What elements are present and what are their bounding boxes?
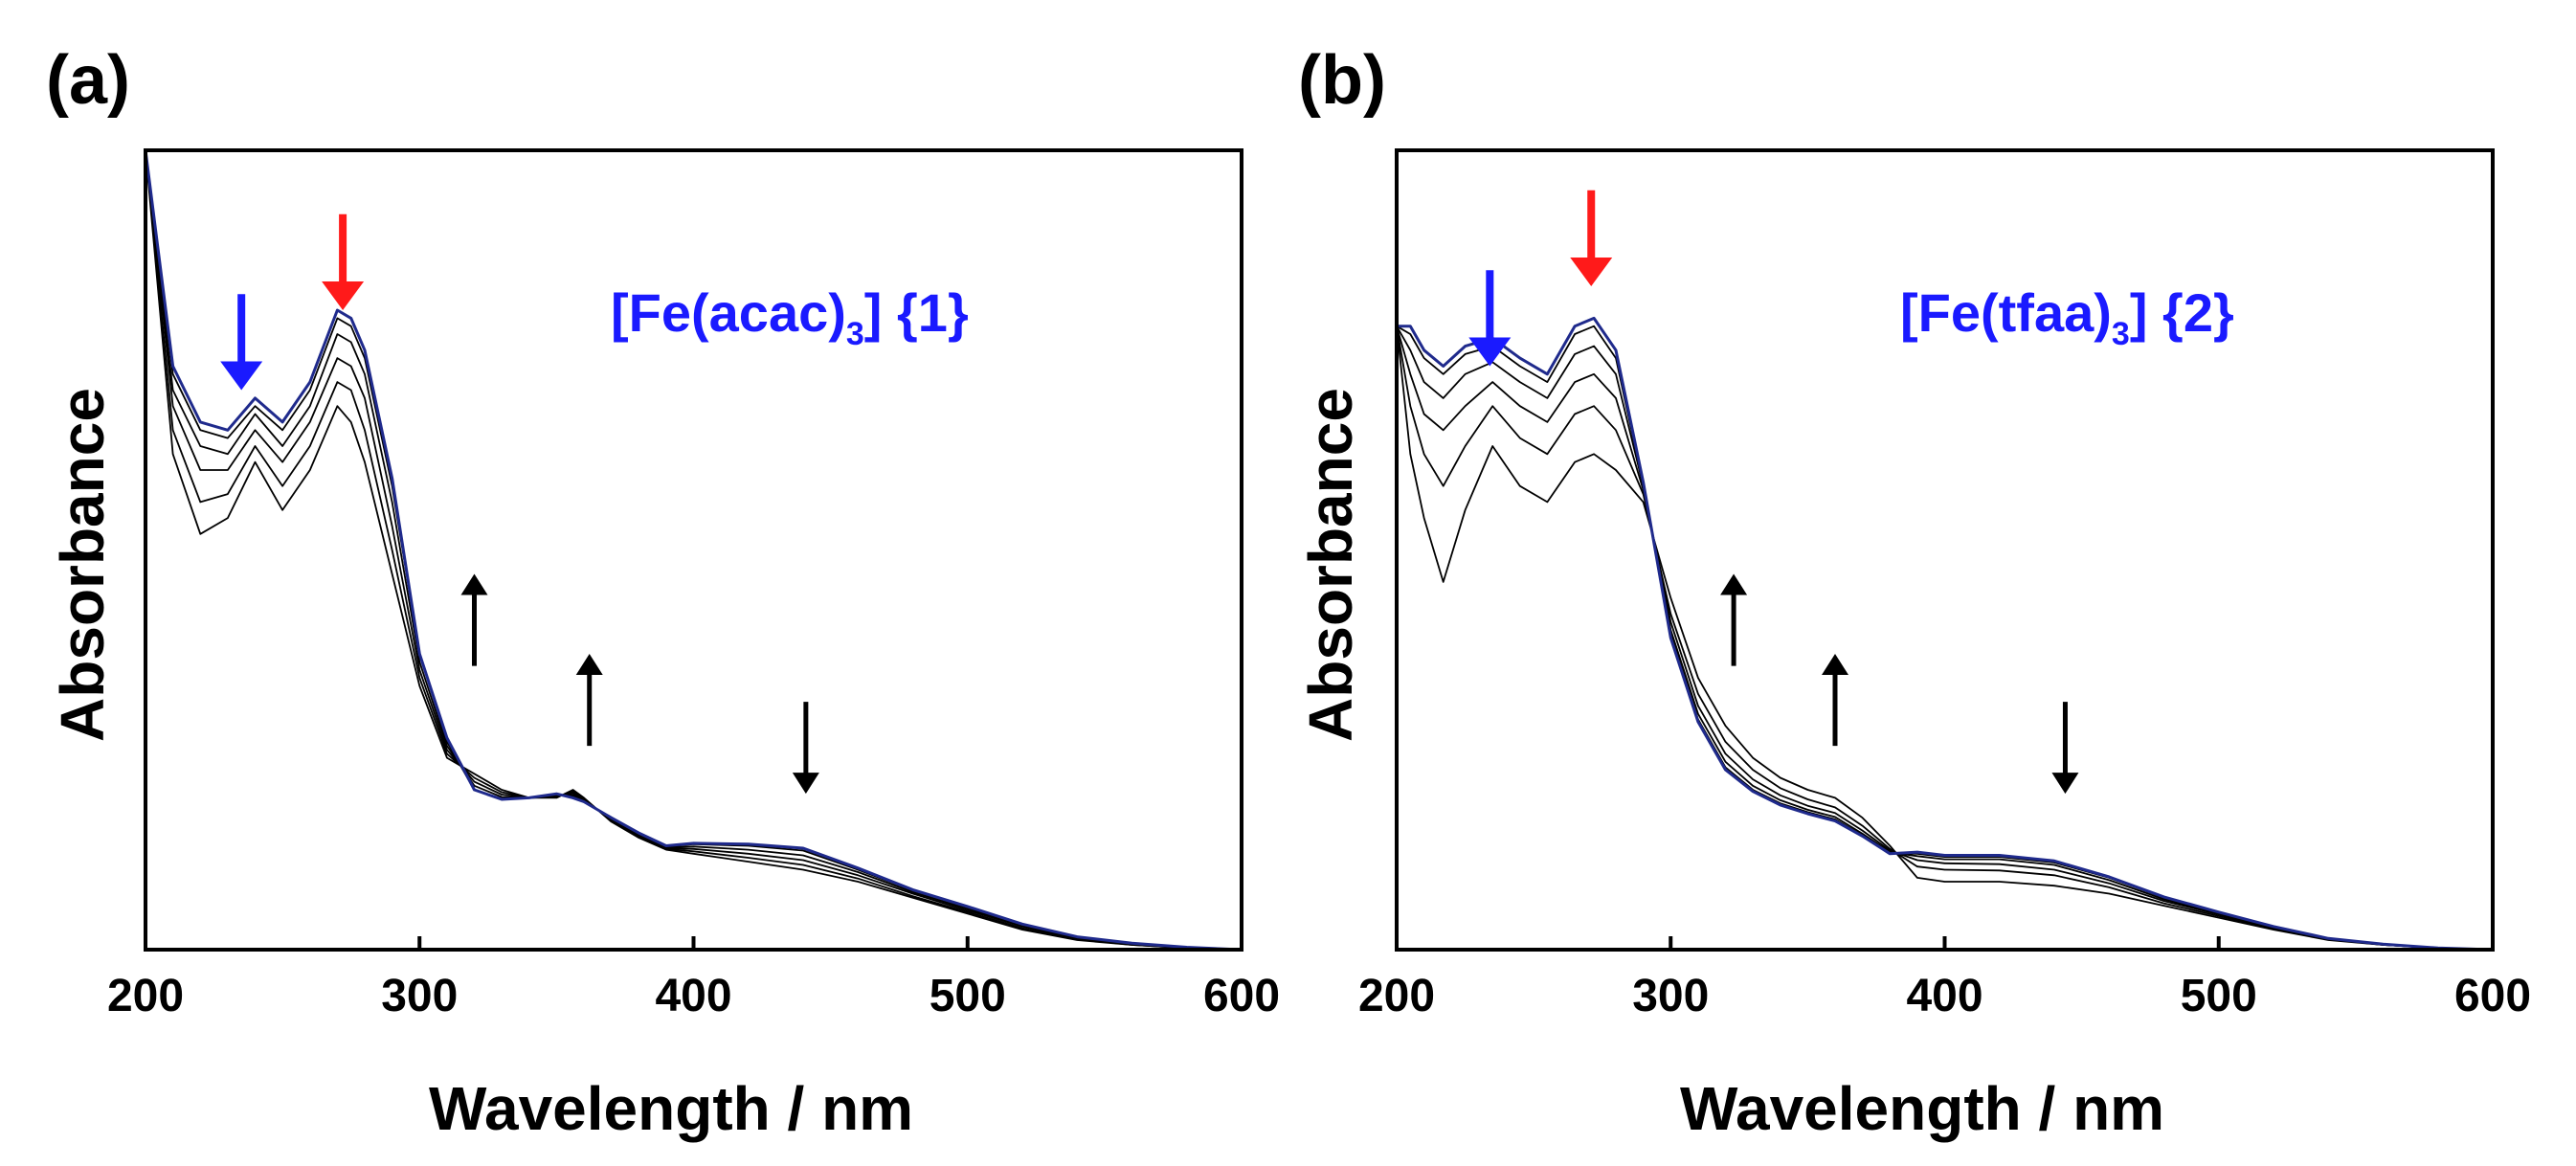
plot-area-b: 200 300 400 500 600 — [1358, 190, 2531, 1021]
arrow-red-down-a-2 — [322, 213, 365, 310]
arrow-black-up-b-3 — [1720, 573, 1748, 666]
panel-label-a: (a) — [46, 42, 130, 119]
series-line-b-3 — [1396, 325, 2494, 951]
x-tick-label-a-300: 300 — [381, 971, 458, 1021]
x-axis-label-b: Wavelength / nm — [1680, 1074, 2164, 1143]
y-axis-label-b: Absorbance — [1296, 388, 1365, 742]
arrow-black-up-a-4 — [575, 654, 603, 747]
arrow-blue-down-b-1 — [1468, 270, 1512, 367]
y-axis-label-a: Absorbance — [48, 388, 117, 742]
panel-a: (a) Absorbance Wavelength / nm 200 300 400… — [46, 42, 1280, 1143]
arrow-black-up-b-4 — [1822, 654, 1848, 747]
series-line-a-4 — [145, 149, 1243, 951]
compound-tail-a: ] {1} — [864, 282, 969, 343]
x-tick-label-b-500: 500 — [2181, 971, 2257, 1021]
arrow-red-down-b-2 — [1570, 190, 1613, 286]
series-line-a-1 — [145, 149, 1243, 951]
x-tick-label-b-400: 400 — [1906, 971, 1982, 1021]
x-tick-label-b-200: 200 — [1358, 971, 1435, 1021]
arrow-black-down-a-5 — [792, 702, 819, 795]
series-line-b-4 — [1396, 325, 2494, 951]
compound-label-a: [Fe(acac)3] {1} — [611, 282, 969, 352]
compound-main-b: [Fe(tfaa) — [1900, 282, 2112, 343]
x-tick-label-b-600: 600 — [2454, 971, 2531, 1021]
series-line-a-5 — [145, 149, 1243, 951]
compound-sub-b: 3 — [2112, 316, 2130, 352]
plot-frame-a — [144, 148, 1243, 952]
compound-label-b: [Fe(tfaa)3] {2} — [1900, 282, 2234, 352]
arrow-blue-down-a-1 — [220, 294, 263, 391]
x-tick-label-a-600: 600 — [1203, 971, 1280, 1021]
x-tick-label-a-200: 200 — [107, 971, 184, 1021]
x-axis-label-a: Wavelength / nm — [429, 1074, 913, 1143]
compound-main-a: [Fe(acac) — [611, 282, 846, 343]
arrow-black-up-a-3 — [460, 573, 488, 666]
x-tick-label-b-300: 300 — [1632, 971, 1709, 1021]
arrow-black-down-b-5 — [2051, 702, 2079, 795]
series-line-b-2 — [1396, 325, 2494, 951]
series-line-a-2 — [145, 149, 1243, 951]
panel-b: (b) Absorbance Wavelength / nm 200 300 400… — [1296, 42, 2531, 1143]
series-line-b-6 — [1397, 316, 2494, 952]
series-line-a-3 — [145, 149, 1243, 951]
series-line-a-6 — [144, 149, 1243, 952]
compound-sub-a: 3 — [846, 316, 864, 352]
compound-tail-b: ] {2} — [2130, 282, 2234, 343]
x-tick-label-a-400: 400 — [655, 971, 731, 1021]
plot-area-a: 200 300 400 500 600 — [107, 149, 1280, 1021]
x-tick-label-a-500: 500 — [930, 971, 1006, 1021]
series-line-b-1 — [1396, 325, 2494, 951]
panel-label-b: (b) — [1298, 42, 1386, 119]
plot-frame-b — [1395, 148, 2495, 952]
